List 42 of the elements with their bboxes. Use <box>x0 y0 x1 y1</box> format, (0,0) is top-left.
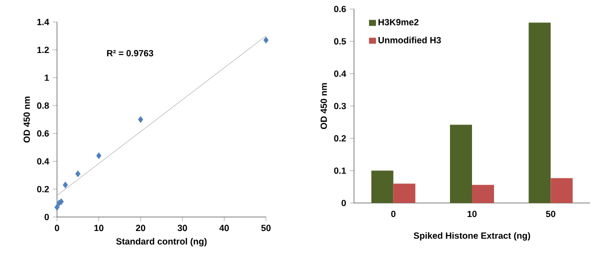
y-tick-label: 0.2 <box>37 186 49 192</box>
bar <box>450 124 472 203</box>
bar <box>393 184 416 203</box>
legend-label: H3K9me2 <box>378 19 418 26</box>
point <box>138 116 144 123</box>
legend-label: Unmodified H3 <box>378 36 441 44</box>
y-tick-label: 1.4 <box>37 18 50 26</box>
y-tick-label: 0.4 <box>334 70 346 77</box>
point <box>75 170 80 178</box>
y-tick-label: 0 <box>342 200 346 206</box>
point <box>54 204 60 211</box>
annotation: R² = 0.9763 <box>107 50 154 56</box>
y-tick-label: 1 <box>44 74 49 81</box>
y-tick-label: 0.2 <box>334 135 346 142</box>
x-tick-label: 50 <box>261 224 271 232</box>
x-tick-label: 0 <box>54 224 60 232</box>
y-axis-title: OD 450 nm <box>320 83 327 130</box>
y-tick-label: 0.6 <box>334 6 346 12</box>
point <box>263 36 269 44</box>
x-tick-label: 10 <box>468 210 477 218</box>
x-tick-label: 40 <box>219 224 229 232</box>
point <box>96 152 102 160</box>
bar <box>550 178 573 203</box>
bar <box>371 170 394 203</box>
y-axis-title: OD 450 nm <box>24 96 30 143</box>
y-tick-label: 0.4 <box>37 158 50 164</box>
bar <box>472 184 494 203</box>
x-tick-label: 20 <box>136 224 146 232</box>
y-tick-label: 0.1 <box>334 167 346 174</box>
bar <box>528 22 551 203</box>
x-axis-title: Standard control (ng) <box>116 238 207 246</box>
x-tick-label: 0 <box>391 210 396 218</box>
y-tick-label: 1.2 <box>37 46 49 53</box>
y-tick-label: 0.6 <box>37 130 49 137</box>
x-tick-label: 30 <box>178 224 188 232</box>
point <box>62 182 68 188</box>
y-tick-label: 0.8 <box>37 102 49 109</box>
x-axis-title: Spiked Histone Extract (ng) <box>414 232 530 241</box>
y-tick-label: 0.5 <box>334 38 346 45</box>
x-tick-label: 10 <box>94 224 104 232</box>
x-tick-label: 50 <box>546 210 556 218</box>
y-tick-label: 0.3 <box>334 102 346 110</box>
